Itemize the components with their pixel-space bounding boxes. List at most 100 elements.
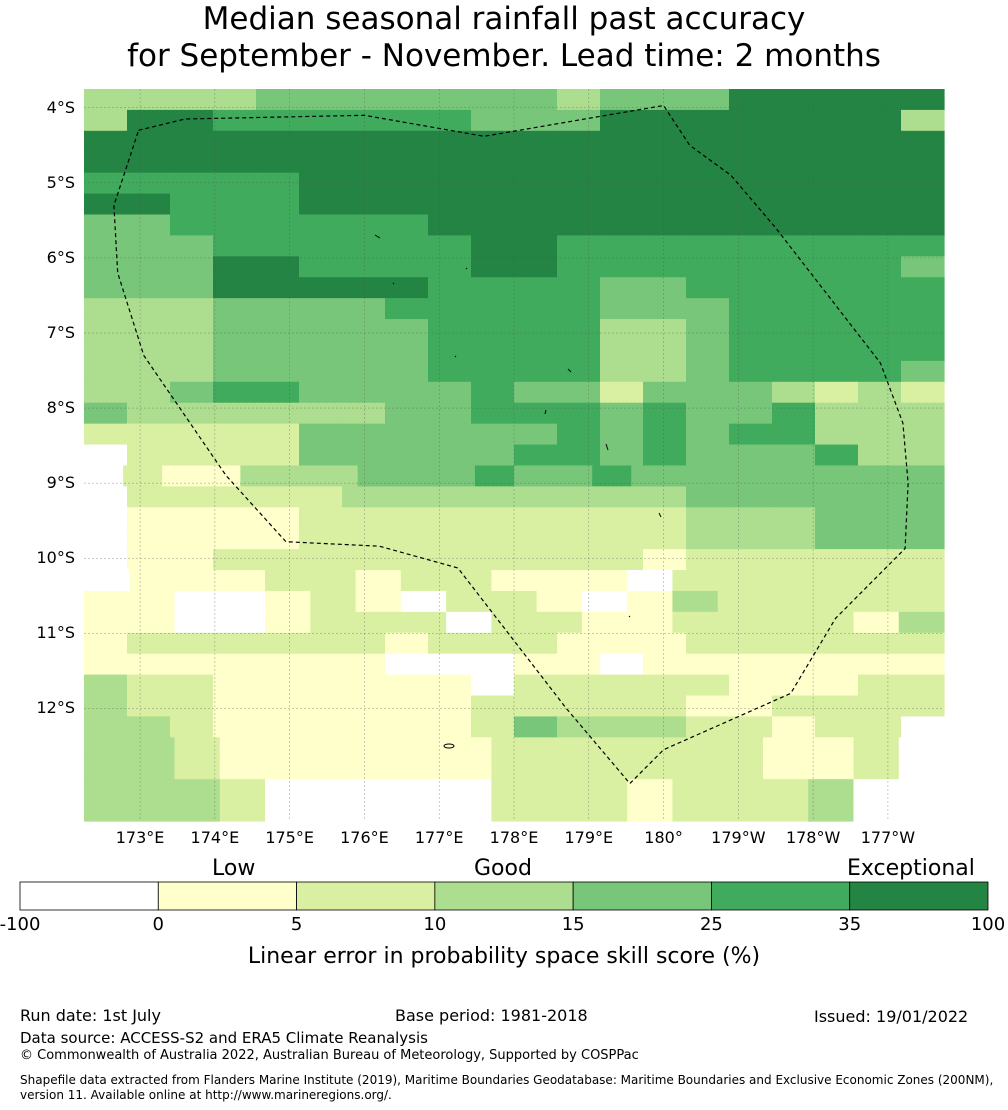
grid-cell xyxy=(471,402,515,425)
grid-cell xyxy=(256,528,300,550)
grid-cell xyxy=(557,256,601,278)
grid-cell xyxy=(514,151,558,174)
grid-cell xyxy=(385,507,429,529)
islands xyxy=(374,234,662,749)
grid-cell xyxy=(385,423,429,446)
grid-cell xyxy=(471,674,515,697)
grid-cell xyxy=(265,779,311,801)
grid-cell xyxy=(514,235,558,257)
grid-cell xyxy=(514,444,558,467)
grid-cell xyxy=(84,130,128,153)
grid-cell xyxy=(385,381,429,404)
grid-cell xyxy=(170,486,214,508)
grid-cell xyxy=(471,130,515,153)
grid-cell xyxy=(762,779,809,801)
grid-cell xyxy=(514,298,558,320)
grid-cell xyxy=(213,193,257,216)
grid-cell xyxy=(858,423,902,446)
grid-cell xyxy=(898,758,945,780)
grid-cell xyxy=(213,256,257,278)
grid-cell xyxy=(686,402,730,425)
grid-cell xyxy=(342,319,386,341)
grid-cell xyxy=(491,570,538,592)
grid-cell xyxy=(600,214,644,236)
grid-cell xyxy=(84,360,128,383)
colorbar-segment xyxy=(849,881,989,911)
grid-cell xyxy=(129,800,176,822)
grid-cell xyxy=(428,528,472,550)
grid-cell xyxy=(213,507,257,529)
grid-cell xyxy=(256,89,300,111)
grid-cell xyxy=(170,109,214,132)
grid-cell xyxy=(256,151,300,174)
grid-cell xyxy=(213,360,257,383)
grid-cell xyxy=(815,256,859,278)
grid-cell xyxy=(127,528,171,550)
grid-cell xyxy=(901,444,945,467)
grid-cell xyxy=(299,130,343,153)
island xyxy=(454,355,457,358)
grid-cell xyxy=(858,172,902,195)
grid-cell xyxy=(858,528,902,550)
grid-cell xyxy=(853,737,900,759)
latitude-label: 9°S xyxy=(46,473,75,493)
grid-cell xyxy=(581,737,628,759)
grid-cell xyxy=(310,737,357,759)
grid-cell xyxy=(174,737,221,759)
grid-cell xyxy=(853,800,900,822)
grid-cell xyxy=(256,716,300,738)
grid-cell xyxy=(256,319,300,341)
grid-cell xyxy=(213,172,257,195)
grid-cell xyxy=(643,402,687,425)
grid-cell xyxy=(853,758,900,780)
grid-cell xyxy=(557,423,601,446)
grid-cell xyxy=(898,779,945,801)
grid-cell xyxy=(514,360,558,383)
grid-cell xyxy=(385,549,429,571)
grid-cell xyxy=(557,444,601,467)
grid-cell xyxy=(901,716,945,738)
grid-cell xyxy=(815,695,859,718)
grid-cell xyxy=(815,214,859,236)
latitude-label: 5°S xyxy=(46,172,75,192)
grid-cell xyxy=(174,590,221,613)
grid-cell xyxy=(643,89,687,111)
grid-cell xyxy=(213,528,257,550)
grid-cell xyxy=(901,695,945,718)
grid-cell xyxy=(686,89,730,111)
grid-cell xyxy=(256,444,300,467)
grid-cell xyxy=(686,381,730,404)
grid-cell xyxy=(342,423,386,446)
grid-cell xyxy=(299,507,343,529)
grid-cell xyxy=(127,716,171,738)
grid-cell xyxy=(446,758,492,780)
grid-cell xyxy=(901,277,945,299)
grid-cell xyxy=(772,214,816,236)
grid-cell xyxy=(428,674,472,697)
grid-cell xyxy=(428,360,472,383)
grid-cell xyxy=(553,465,593,487)
grid-cell xyxy=(174,611,221,634)
grid-cell xyxy=(643,319,687,341)
grid-cell xyxy=(901,214,945,236)
grid-cell xyxy=(536,737,583,759)
grid-cell xyxy=(536,570,583,592)
grid-cell xyxy=(729,298,773,320)
grid-cell xyxy=(299,695,343,718)
grid-cell xyxy=(471,423,515,446)
grid-cell xyxy=(84,486,128,508)
grid-cell xyxy=(815,235,859,257)
grid-cell xyxy=(213,339,257,362)
grid-cell xyxy=(643,193,687,216)
colorbar-segment xyxy=(572,881,712,911)
grid-cell xyxy=(643,339,687,362)
grid-cell xyxy=(748,465,789,487)
grid-cell xyxy=(84,674,128,697)
grid-cell xyxy=(84,653,128,676)
grid-cell xyxy=(772,339,816,362)
grid-cell xyxy=(170,381,214,404)
grid-cell xyxy=(643,277,687,299)
grid-cell xyxy=(904,465,945,487)
grid-cell xyxy=(643,674,687,697)
grid-cell xyxy=(772,653,816,676)
